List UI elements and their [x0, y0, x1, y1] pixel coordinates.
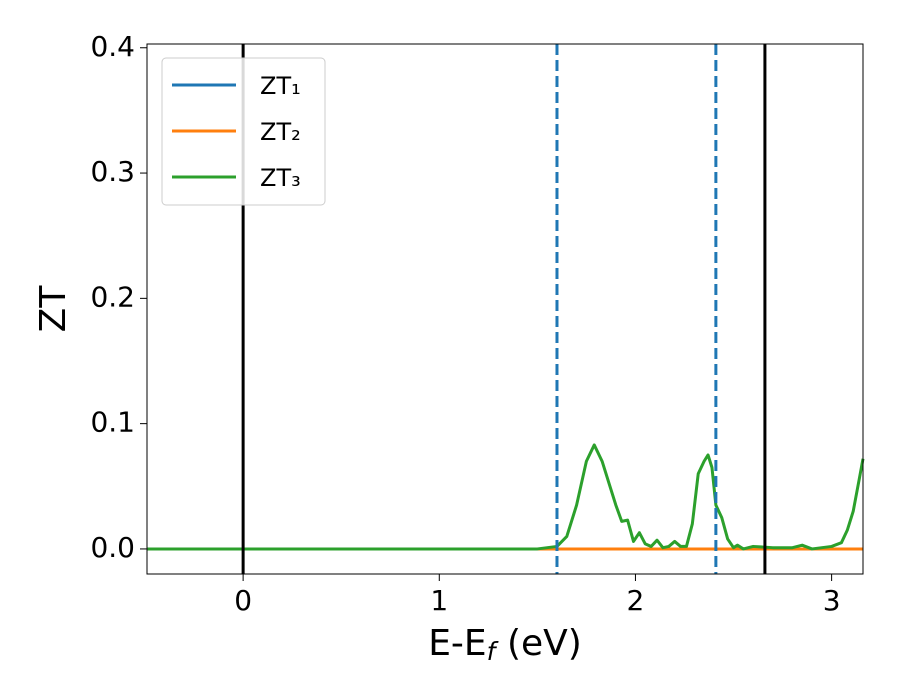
y-axis-label: ZT [33, 285, 74, 333]
x-tick-label: 0 [234, 584, 252, 617]
x-axis-label: E-Ef (eV) [428, 623, 582, 666]
legend: ZT₁ ZT₂ ZT₃ [161, 57, 326, 206]
y-tick-label: 0.3 [90, 155, 135, 188]
plot-frame [146, 43, 864, 575]
legend-box [161, 57, 326, 206]
x-label-unit [495, 623, 506, 664]
legend-label: ZT₃ [260, 164, 301, 192]
legend-label: ZT₁ [260, 72, 301, 100]
x-tick-label: 3 [823, 584, 841, 617]
y-tick-label: 0.2 [90, 280, 135, 313]
x-label-unit: (eV) [507, 623, 582, 664]
series-line [147, 443, 865, 551]
x-tick-label: 1 [430, 584, 448, 617]
legend-label: ZT₂ [260, 118, 301, 146]
y-tick-label: 0.0 [90, 531, 135, 564]
x-label-main: E-E [428, 623, 486, 664]
y-tick-label: 0.1 [90, 406, 135, 439]
x-tick-label: 2 [627, 584, 645, 617]
y-tick-label: 0.4 [90, 30, 135, 63]
